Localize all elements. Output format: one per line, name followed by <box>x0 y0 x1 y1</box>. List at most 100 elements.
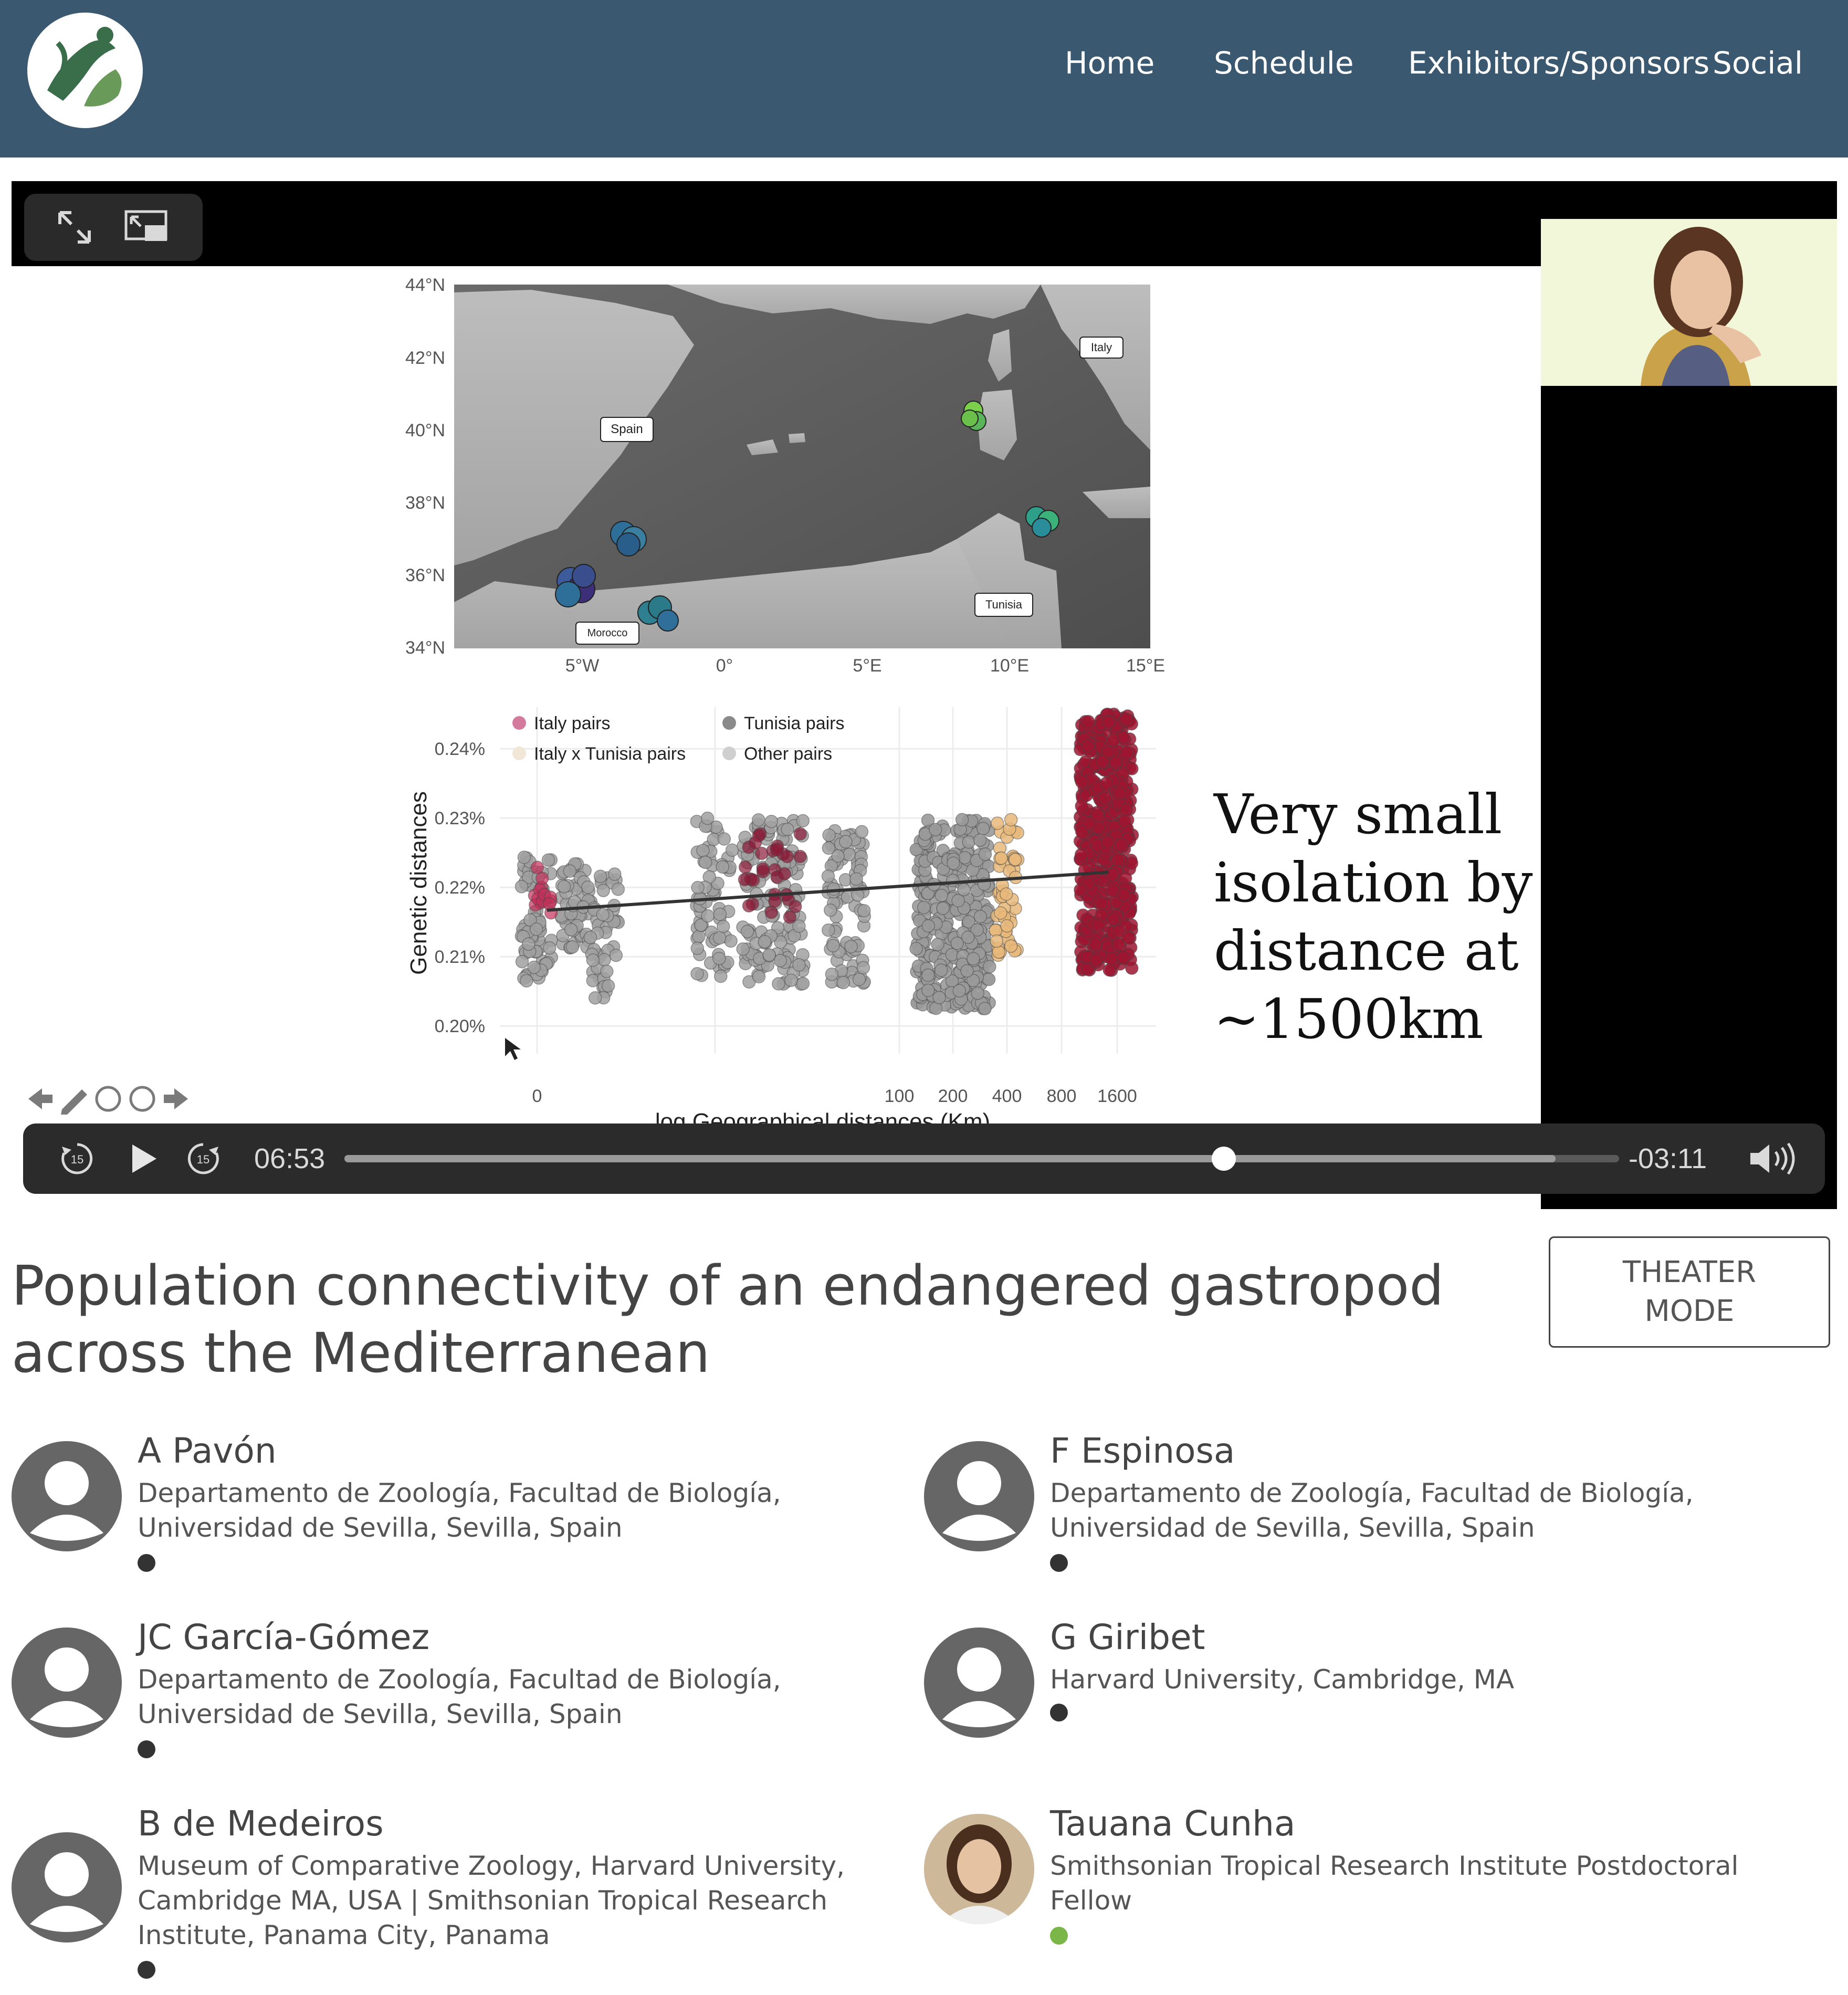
scatter-point <box>778 867 791 881</box>
user-placeholder-icon <box>942 1647 1016 1727</box>
previous-arrow-icon[interactable] <box>28 1088 52 1109</box>
scatter-point <box>967 952 980 965</box>
scatter-point <box>520 974 533 988</box>
y-tick-label: 0.21% <box>435 947 485 967</box>
scatter-point <box>978 847 992 861</box>
author-name[interactable]: Tauana Cunha <box>1050 1803 1296 1844</box>
highlight-icon[interactable] <box>95 1086 121 1112</box>
lon-tick: 15°E <box>1126 656 1165 676</box>
remaining-time: -03:11 <box>1629 1143 1707 1174</box>
sample-cluster-corsica <box>961 401 986 431</box>
scatter-point <box>849 872 863 886</box>
author-affiliation: Departamento de Zoología, Facultad de Bi… <box>138 1478 781 1543</box>
author-affiliation: Museum of Comparative Zoology, Harvard U… <box>138 1851 845 1950</box>
logo-icon[interactable] <box>26 12 144 130</box>
nav-social[interactable]: Social <box>1713 45 1803 81</box>
svg-text:15: 15 <box>197 1153 209 1166</box>
scatter-point <box>978 1002 992 1015</box>
scatter-point <box>712 951 726 965</box>
scatter-point <box>717 832 731 846</box>
scatter-point <box>822 923 835 937</box>
avatar[interactable] <box>12 1628 122 1738</box>
nav-home[interactable]: Home <box>1065 45 1155 81</box>
avatar[interactable] <box>12 1441 122 1551</box>
scatter-point <box>826 939 840 952</box>
lat-tick: 40°N <box>405 421 445 440</box>
lat-tick: 44°N <box>405 275 445 295</box>
x-ticks: 0 100 200 400 800 1600 <box>532 1086 1137 1106</box>
scatter-point <box>781 823 794 836</box>
chart-legend: Italy pairs Tunisia pairs Italy x Tunisi… <box>512 713 844 764</box>
site-header: Home Schedule Exhibitors/Sponsors Social <box>0 0 1848 158</box>
author-name[interactable]: F Espinosa <box>1050 1431 1235 1471</box>
scatter-point <box>724 934 738 948</box>
author-affiliation: Smithsonian Tropical Research Institute … <box>1050 1851 1739 1916</box>
map-label-morocco: Morocco <box>575 622 639 645</box>
progress-thumb[interactable] <box>1212 1147 1236 1171</box>
author-name[interactable]: A Pavón <box>138 1431 277 1471</box>
avatar[interactable] <box>12 1832 122 1942</box>
scatter-point <box>1105 952 1119 965</box>
nav-exhibitors-sponsors[interactable]: Exhibitors/Sponsors <box>1408 45 1710 81</box>
scatter-point <box>792 958 806 972</box>
pen-icon[interactable] <box>61 1089 87 1115</box>
scatter-point <box>928 823 942 836</box>
map-label-italy: Italy <box>1079 337 1124 359</box>
svg-text:Spain: Spain <box>611 422 643 436</box>
scatter-point <box>565 940 580 954</box>
lon-tick: 0° <box>716 656 733 676</box>
author-name[interactable]: B de Medeiros <box>138 1803 384 1844</box>
scatter-point <box>1119 803 1133 817</box>
lat-tick: 38°N <box>405 493 445 513</box>
author-name[interactable]: JC García-Gómez <box>138 1617 430 1657</box>
scatter-point <box>523 913 537 927</box>
user-placeholder-icon <box>30 1647 103 1727</box>
lat-tick: 34°N <box>405 638 445 658</box>
next-arrow-icon[interactable] <box>164 1088 188 1109</box>
volume-icon[interactable] <box>1748 1141 1799 1176</box>
picture-in-picture-icon[interactable] <box>124 208 171 246</box>
scatter-point <box>836 975 850 990</box>
scatter-point <box>946 874 960 887</box>
scatter-point <box>852 972 866 986</box>
slide-caption: Very small isolation by distance at ~150… <box>1213 782 1533 1051</box>
scatter-point <box>1004 813 1018 827</box>
avatar[interactable] <box>924 1441 1034 1551</box>
author-name[interactable]: G Giribet <box>1050 1617 1205 1657</box>
main-nav: Home Schedule Exhibitors/Sponsors Social <box>1029 0 1848 131</box>
land-balearic-2 <box>789 433 805 443</box>
rewind-15-icon[interactable]: 15 <box>60 1141 94 1176</box>
nav-schedule[interactable]: Schedule <box>1214 45 1354 81</box>
svg-text:15: 15 <box>71 1153 83 1166</box>
scatter-point <box>973 833 987 847</box>
scatter-point <box>1121 931 1135 944</box>
forward-15-icon[interactable]: 15 <box>186 1141 220 1176</box>
author-affiliation: Departamento de Zoología, Facultad de Bi… <box>138 1664 781 1729</box>
scatter-point <box>789 900 802 914</box>
scatter-point <box>917 900 931 915</box>
scatter-point <box>738 873 752 887</box>
scatter-point <box>1074 883 1087 897</box>
more-icon[interactable] <box>129 1086 155 1112</box>
scatter-point <box>1099 776 1114 790</box>
legend-swatch-other <box>722 747 736 760</box>
play-icon[interactable] <box>128 1141 160 1176</box>
sample-cluster-alboran <box>610 521 647 556</box>
expand-icon[interactable] <box>56 208 93 246</box>
x-tick-label: 200 <box>938 1086 968 1106</box>
y-tick-label: 0.20% <box>435 1016 485 1036</box>
theater-mode-button[interactable]: THEATER MODE <box>1549 1236 1830 1348</box>
scatter-point <box>700 811 715 825</box>
video-player[interactable]: Italy Spain Tunisia Morocco 44°N 42 <box>12 181 1837 1305</box>
avatar[interactable] <box>924 1628 1034 1738</box>
y-tick-label: 0.24% <box>435 739 485 759</box>
scatter-point <box>738 860 752 874</box>
user-placeholder-icon <box>30 1461 103 1541</box>
scatter-point <box>1117 888 1130 902</box>
progress-bar[interactable] <box>344 1147 1619 1171</box>
land-sicily <box>1083 487 1150 518</box>
scatter-point <box>1091 918 1105 932</box>
scatter-point <box>694 918 708 932</box>
top-controls <box>24 194 203 261</box>
avatar[interactable] <box>924 1814 1034 1924</box>
